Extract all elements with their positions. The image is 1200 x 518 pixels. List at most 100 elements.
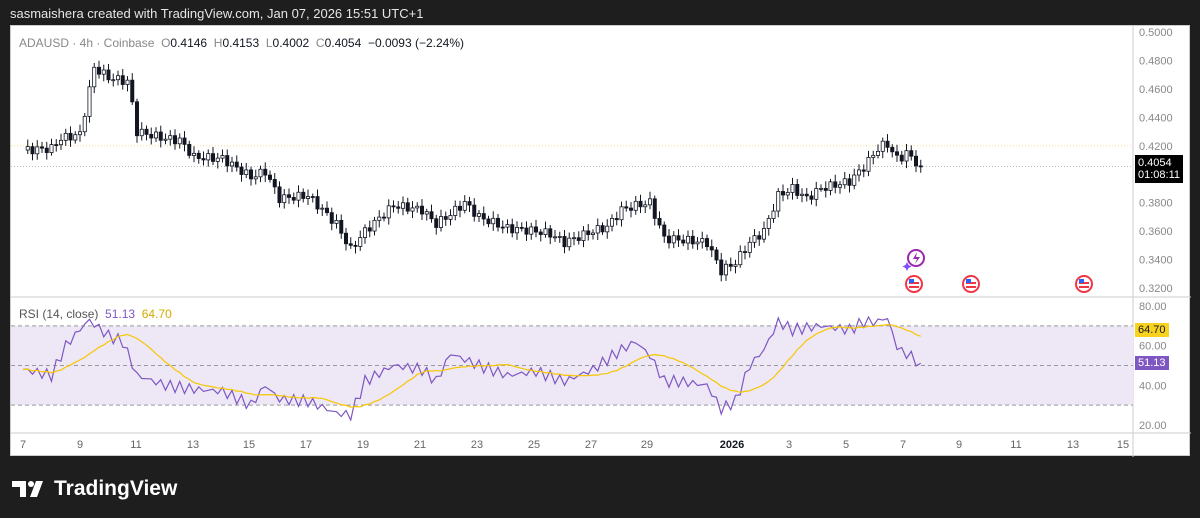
candle-body <box>153 131 158 139</box>
candle-body <box>239 166 244 175</box>
candle-body <box>457 205 462 211</box>
candle-body <box>73 134 78 141</box>
candle-body <box>472 204 477 217</box>
candle-body <box>372 219 377 232</box>
candle-body <box>63 132 68 141</box>
candle-body <box>809 195 814 200</box>
candle-body <box>629 207 634 211</box>
candle-body <box>576 237 581 241</box>
candle-body <box>757 235 762 240</box>
candle-body <box>201 158 206 161</box>
candle-body <box>828 181 833 191</box>
candle-body <box>54 144 59 146</box>
candle-body <box>291 197 296 201</box>
candle-body <box>234 161 239 168</box>
candle-body <box>191 152 196 156</box>
candle-body <box>591 232 596 235</box>
candle-body <box>614 218 619 221</box>
candle-body <box>553 236 558 239</box>
candle-body <box>410 207 415 212</box>
chart-canvas[interactable]: 0.5000 0.4800 0.4600 0.4400 0.4200 0.3800 0.36… <box>11 26 1191 457</box>
candle-body <box>819 187 824 190</box>
time-tick-label: 21 <box>414 439 426 451</box>
candle-body <box>286 194 291 198</box>
time-tick-label: 9 <box>77 439 83 451</box>
candle-body <box>263 168 268 176</box>
candle-body <box>87 86 92 117</box>
candle-body <box>158 131 163 141</box>
candle-body <box>92 66 97 88</box>
candle-body <box>229 161 234 167</box>
candle-body <box>334 220 339 224</box>
candle-body <box>453 205 458 216</box>
tradingview-logo: TradingView <box>12 477 177 501</box>
candle-body <box>44 147 49 153</box>
candle-body <box>895 151 900 156</box>
candle-body <box>676 235 681 241</box>
candle-body <box>396 206 401 209</box>
candle-body <box>695 241 700 245</box>
time-tick-label: 11 <box>1010 439 1021 451</box>
candle-body <box>78 131 83 136</box>
candle-body <box>130 79 135 103</box>
candle-body <box>429 211 434 220</box>
candle-body <box>548 228 553 238</box>
candle-body <box>662 224 667 237</box>
candle-body <box>781 191 786 196</box>
candle-body <box>652 198 657 219</box>
candle-body <box>419 205 424 215</box>
candle-body <box>747 241 752 253</box>
candle-body <box>125 79 130 85</box>
candle-body <box>305 196 310 199</box>
candle-body <box>624 206 629 209</box>
candle-body <box>144 128 149 135</box>
candle-body <box>310 196 315 198</box>
candle-body <box>842 178 847 186</box>
time-tick-label: 27 <box>585 439 597 451</box>
candle-body <box>353 244 358 247</box>
candle-body <box>600 225 605 233</box>
candle-body <box>876 150 881 156</box>
candle-body <box>491 217 496 225</box>
time-tick-label: 9 <box>956 439 962 451</box>
candle-body <box>210 153 215 162</box>
candle-body <box>462 201 467 211</box>
candle-body <box>709 246 714 251</box>
candle-body <box>215 157 220 162</box>
time-tick-label: 17 <box>300 439 312 451</box>
low-value: 0.4002 <box>272 36 310 50</box>
candle-body <box>814 188 819 200</box>
candle-body <box>852 174 857 186</box>
candle-body <box>833 181 838 188</box>
candle-body <box>543 228 548 235</box>
rsi-tick-label: 60.00 <box>1139 341 1167 353</box>
rsi-ma-value: 64.70 <box>141 307 172 321</box>
candle-body <box>49 144 54 153</box>
candle-body <box>168 135 173 140</box>
candle-body <box>534 226 539 233</box>
candle-body <box>671 235 676 244</box>
rsi-value-tag: 51.13 <box>1135 356 1169 370</box>
candle-body <box>339 220 344 234</box>
time-tick-label: 7 <box>900 439 906 451</box>
candle-body <box>538 231 543 235</box>
candle-body <box>443 216 448 220</box>
candle-body <box>595 225 600 234</box>
time-tick-label: 3 <box>786 439 792 451</box>
candle-body <box>690 235 695 245</box>
time-tick-label: 29 <box>641 439 653 451</box>
chart-panel[interactable]: 0.5000 0.4800 0.4600 0.4400 0.4200 0.3800 0.36… <box>10 25 1191 457</box>
candle-body <box>728 263 733 267</box>
candle-body <box>486 218 491 225</box>
time-tick-label: 19 <box>357 439 369 451</box>
candle-body <box>296 191 301 201</box>
candle-body <box>743 251 748 253</box>
time-tick-label: 23 <box>471 439 483 451</box>
candle-body <box>838 184 843 188</box>
candle-body <box>638 200 643 208</box>
candle-body <box>785 192 790 196</box>
candle-body <box>381 216 386 219</box>
candle-body <box>861 169 866 172</box>
change-value: −0.0093 (−2.24%) <box>367 36 465 50</box>
candle-body <box>667 235 672 244</box>
